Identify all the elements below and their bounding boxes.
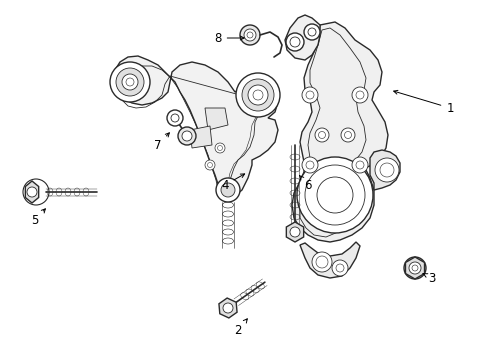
Text: 7: 7 xyxy=(154,133,170,152)
Circle shape xyxy=(304,24,320,40)
Circle shape xyxy=(352,157,368,173)
Circle shape xyxy=(242,79,274,111)
Circle shape xyxy=(286,33,304,51)
Polygon shape xyxy=(205,108,228,130)
Circle shape xyxy=(215,143,225,153)
Polygon shape xyxy=(405,257,424,279)
Polygon shape xyxy=(25,181,39,203)
Polygon shape xyxy=(292,22,388,242)
Circle shape xyxy=(216,178,240,202)
Polygon shape xyxy=(370,150,400,190)
Polygon shape xyxy=(300,242,360,278)
Circle shape xyxy=(221,183,235,197)
Text: 6: 6 xyxy=(299,176,312,192)
Polygon shape xyxy=(285,15,320,60)
Polygon shape xyxy=(286,222,304,242)
Circle shape xyxy=(110,62,150,102)
Polygon shape xyxy=(190,126,212,148)
Circle shape xyxy=(236,73,280,117)
Circle shape xyxy=(240,25,260,45)
Circle shape xyxy=(352,87,368,103)
Text: 5: 5 xyxy=(31,209,46,226)
Circle shape xyxy=(205,160,215,170)
Polygon shape xyxy=(219,298,237,318)
Circle shape xyxy=(223,303,233,313)
Text: 3: 3 xyxy=(423,271,436,284)
Circle shape xyxy=(178,127,196,145)
Circle shape xyxy=(302,157,318,173)
Circle shape xyxy=(404,257,426,279)
Circle shape xyxy=(290,227,300,237)
Circle shape xyxy=(315,128,329,142)
Circle shape xyxy=(122,74,138,90)
Circle shape xyxy=(27,187,37,197)
Circle shape xyxy=(297,157,373,233)
Text: 8: 8 xyxy=(214,32,244,45)
Circle shape xyxy=(312,252,332,272)
Circle shape xyxy=(182,131,192,141)
Text: 4: 4 xyxy=(221,174,245,192)
Circle shape xyxy=(302,87,318,103)
Circle shape xyxy=(375,158,399,182)
Circle shape xyxy=(332,260,348,276)
Text: 1: 1 xyxy=(393,90,454,114)
Text: 2: 2 xyxy=(234,319,247,337)
Polygon shape xyxy=(112,56,278,196)
Circle shape xyxy=(116,68,144,96)
Circle shape xyxy=(341,128,355,142)
Circle shape xyxy=(244,29,256,41)
Circle shape xyxy=(409,262,421,274)
Circle shape xyxy=(248,85,268,105)
Circle shape xyxy=(167,110,183,126)
